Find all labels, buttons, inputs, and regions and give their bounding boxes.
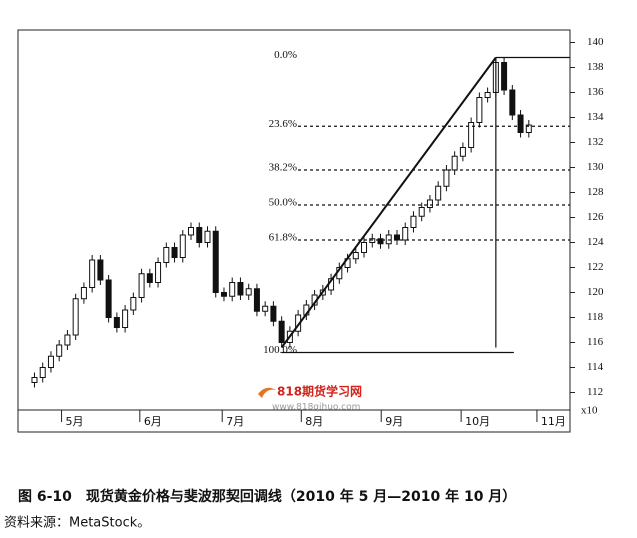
candle-body: [138, 273, 145, 298]
fib-label: 23.6%: [269, 118, 297, 130]
x-tick-label: 11月: [541, 415, 566, 428]
candle-body: [410, 215, 417, 228]
candle-body: [484, 92, 491, 98]
y-tick-label: 124: [587, 236, 604, 248]
fib-label: 0.0%: [274, 49, 297, 61]
source: 资料来源：MetaStock。: [4, 516, 150, 531]
x-tick-label: 7月: [226, 415, 244, 428]
candle-body: [105, 279, 112, 318]
candle-body: [220, 292, 227, 297]
candle-body: [163, 247, 170, 263]
candle-body: [229, 282, 236, 297]
candle-body: [402, 227, 409, 241]
candle-body: [31, 377, 38, 383]
axis-multiplier: x10: [581, 405, 598, 417]
candle-body: [262, 305, 269, 312]
x-tick-label: 10月: [465, 415, 490, 428]
candle-body: [509, 89, 516, 116]
watermark-url: www.818qihuo.com: [272, 403, 360, 413]
candle-body: [361, 242, 368, 253]
candle-body: [352, 252, 359, 260]
candle-body: [47, 355, 54, 368]
y-tick-label: 138: [587, 61, 604, 73]
x-tick-label: 6月: [144, 415, 162, 428]
y-tick-label: 130: [587, 161, 604, 173]
watermark: 818期货学习网 www.818qihuo.com: [258, 384, 362, 413]
candle-body: [253, 288, 260, 312]
y-tick-label: 118: [587, 311, 604, 323]
fib-label: 38.2%: [269, 162, 297, 174]
candle-body: [89, 259, 96, 288]
y-tick-label: 134: [587, 111, 604, 123]
candle-body: [278, 320, 285, 343]
candle-body: [196, 227, 203, 243]
candle-body: [171, 247, 178, 258]
candle-body: [369, 238, 376, 243]
candle-body: [435, 185, 442, 201]
candle-body: [39, 367, 46, 378]
candle-body: [393, 234, 400, 241]
candle-body: [418, 207, 425, 217]
candle-body: [451, 155, 458, 171]
candle-body: [245, 288, 252, 296]
candle-body: [426, 199, 433, 208]
x-tick-label: 8月: [305, 415, 323, 428]
frame: [17, 29, 571, 433]
y-tick-label: 126: [587, 211, 604, 223]
y-tick-label: 128: [587, 186, 604, 198]
candle-body: [270, 305, 277, 322]
y-tick-label: 132: [587, 136, 604, 148]
fib-label: 100.0%: [263, 344, 297, 356]
candle-body: [122, 309, 129, 328]
candle-body: [188, 227, 195, 236]
candle-body: [80, 287, 87, 300]
candle-body: [97, 259, 104, 281]
trend-line: [280, 56, 497, 349]
candle-body: [468, 122, 475, 148]
fib-label: 50.0%: [269, 197, 297, 209]
y-tick-label: 120: [587, 286, 604, 298]
candle-body: [377, 238, 384, 245]
candle-body: [443, 169, 450, 187]
logo-icon: [258, 387, 276, 398]
y-tick-label: 122: [587, 261, 604, 273]
candle-body: [155, 262, 162, 283]
y-tick-label: 116: [587, 336, 604, 348]
caption: 图 6-10 现货黄金价格与斐波那契回调线（2010 年 5 月—2010 年 …: [18, 488, 516, 505]
candle-body: [130, 297, 137, 311]
candle-body: [56, 344, 63, 357]
candle-body: [64, 334, 71, 346]
candle-body: [501, 62, 508, 91]
watermark-title: 818期货学习网: [277, 384, 362, 399]
candle-body: [525, 124, 532, 133]
x-tick-label: 5月: [66, 415, 84, 428]
fib-label: 61.8%: [269, 232, 297, 244]
candle-body: [385, 234, 392, 245]
y-tick-label: 140: [587, 36, 604, 48]
candle-body: [113, 317, 120, 328]
candle-body: [237, 282, 244, 296]
y-tick-label: 136: [587, 86, 604, 98]
candle-body: [146, 273, 153, 283]
x-tick-label: 9月: [385, 415, 403, 428]
candle-body: [212, 230, 219, 293]
candle-body: [517, 114, 524, 133]
candle-body: [72, 298, 79, 336]
candle-body: [459, 147, 466, 157]
y-tick-label: 114: [587, 361, 604, 373]
y-tick-label: 112: [587, 386, 603, 398]
candle-body: [476, 97, 483, 123]
candle-body: [179, 234, 186, 258]
candle-body: [204, 230, 211, 243]
